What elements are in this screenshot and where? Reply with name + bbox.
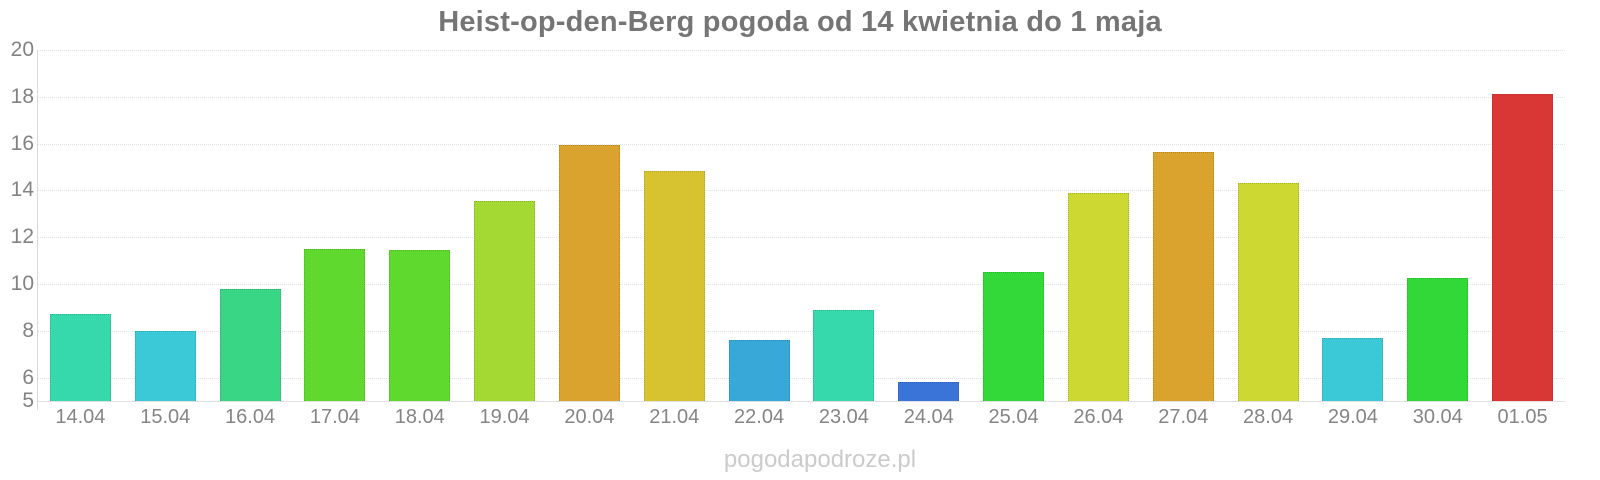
bar-24.04 xyxy=(898,382,960,401)
bar-21.04 xyxy=(643,170,705,401)
bar-22.04 xyxy=(728,340,790,401)
bar-01.05 xyxy=(1492,94,1554,401)
y-axis-label-20: 20 xyxy=(10,38,34,61)
y-axis-label-14: 14 xyxy=(10,178,34,202)
bar-28.04 xyxy=(1237,183,1299,401)
y-axis-label-6: 6 xyxy=(22,365,34,389)
x-axis-label-15.04: 15.04 xyxy=(140,406,191,428)
watermark: pogodapodroze.pl xyxy=(723,446,917,473)
x-axis-label-17.04: 17.04 xyxy=(309,406,360,428)
y-axis-label-18: 18 xyxy=(10,84,34,108)
gridline-y-6 xyxy=(38,377,1565,379)
bar-18.04 xyxy=(389,250,451,401)
bar-26.04 xyxy=(1067,192,1129,401)
bar-25.04 xyxy=(983,272,1045,401)
gridline-y-16 xyxy=(38,143,1565,145)
bar-14.04 xyxy=(49,314,111,401)
bar-19.04 xyxy=(474,200,536,401)
bar-29.04 xyxy=(1322,337,1384,401)
x-axis-label-18.04: 18.04 xyxy=(394,406,445,428)
x-axis-label-29.04: 29.04 xyxy=(1327,406,1378,428)
bar-15.04 xyxy=(134,330,196,401)
x-axis-label-16.04: 16.04 xyxy=(225,406,276,428)
gridline-y-8 xyxy=(38,330,1565,332)
gridline-y-14 xyxy=(38,190,1565,192)
bar-16.04 xyxy=(219,288,281,401)
chart-title: Heist-op-den-Berg pogoda od 14 kwietnia … xyxy=(438,6,1162,38)
y-axis-label-8: 8 xyxy=(22,318,34,342)
bar-17.04 xyxy=(304,248,366,401)
y-axis-label-5: 5 xyxy=(22,389,34,412)
x-axis-label-23.04: 23.04 xyxy=(818,406,869,428)
gridline-y-20 xyxy=(38,50,1565,51)
y-axis-label-10: 10 xyxy=(10,272,34,295)
bar-27.04 xyxy=(1152,151,1214,401)
y-axis-label-16: 16 xyxy=(10,131,34,155)
y-axis-line xyxy=(37,50,38,410)
x-axis-label-22.04: 22.04 xyxy=(734,406,785,428)
x-axis-label-28.04: 28.04 xyxy=(1243,406,1294,428)
x-axis-label-26.04: 26.04 xyxy=(1073,406,1124,428)
gridline-y-12 xyxy=(38,237,1565,239)
x-axis-label-01.05: 01.05 xyxy=(1497,406,1548,428)
x-axis-label-19.04: 19.04 xyxy=(479,406,530,428)
bar-30.04 xyxy=(1407,278,1469,401)
x-axis-label-14.04: 14.04 xyxy=(55,406,106,428)
gridline-y-10 xyxy=(38,284,1565,285)
x-axis-label-21.04: 21.04 xyxy=(649,406,700,428)
gridline-y-18 xyxy=(38,96,1565,98)
x-axis-label-30.04: 30.04 xyxy=(1412,406,1463,428)
x-axis-label-24.04: 24.04 xyxy=(903,406,954,428)
x-axis-label-27.04: 27.04 xyxy=(1158,406,1209,428)
bar-23.04 xyxy=(813,309,875,401)
y-axis-label-12: 12 xyxy=(10,225,34,249)
bar-20.04 xyxy=(558,144,620,401)
x-axis-label-20.04: 20.04 xyxy=(564,406,615,428)
x-axis-label-25.04: 25.04 xyxy=(988,406,1039,428)
gridline-y-5 xyxy=(38,401,1565,402)
